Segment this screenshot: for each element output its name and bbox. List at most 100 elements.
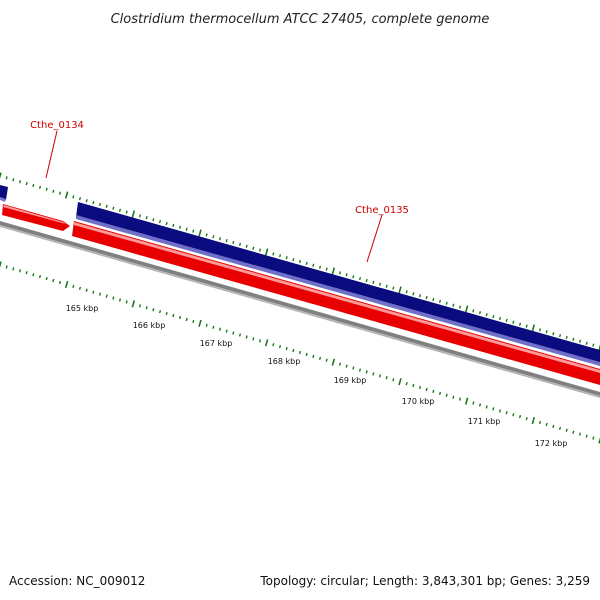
- inner-ring-minor-tick: [245, 335, 248, 339]
- outer-ring-minor-tick: [72, 195, 75, 199]
- inner-tick-ring: [0, 261, 600, 444]
- outer-ring-minor-tick: [98, 202, 102, 207]
- outer-ring-minor-tick: [472, 309, 475, 313]
- genome-stats-text: Topology: circular; Length: 3,843,301 bp…: [260, 574, 590, 588]
- reverse-gene-arrow-main[interactable]: [72, 221, 600, 385]
- ruler-label-170: 170 kbp: [402, 397, 435, 406]
- outer-ring-minor-tick: [558, 333, 562, 338]
- inner-ring-major-tick: [131, 300, 136, 308]
- inner-ring-minor-tick: [498, 409, 502, 413]
- inner-ring-major-tick: [598, 437, 600, 444]
- inner-ring-minor-tick: [405, 381, 408, 386]
- inner-ring-minor-tick: [512, 413, 515, 417]
- outer-ring-minor-tick: [38, 185, 42, 190]
- outer-ring-minor-tick: [145, 216, 148, 220]
- outer-ring-minor-tick: [18, 180, 22, 184]
- outer-ring-minor-tick: [205, 233, 208, 237]
- outer-ring-minor-tick: [92, 200, 95, 205]
- inner-ring-minor-tick: [25, 271, 28, 275]
- outer-ring-minor-tick: [325, 267, 328, 271]
- outer-ring-minor-tick: [412, 292, 415, 296]
- forward-gene-highlight-main: [76, 215, 600, 366]
- outer-ring-minor-tick: [218, 237, 222, 241]
- outer-ring-minor-tick: [5, 176, 8, 180]
- inner-ring-minor-tick: [392, 378, 395, 382]
- inner-ring-minor-tick: [172, 313, 175, 318]
- inner-ring-major-tick: [464, 397, 469, 405]
- inner-ring-minor-tick: [372, 372, 375, 376]
- inner-ring-minor-tick: [558, 426, 562, 430]
- inner-ring-minor-tick: [518, 415, 522, 419]
- inner-ring-minor-tick: [45, 276, 48, 281]
- inner-ring-minor-tick: [578, 432, 582, 436]
- outer-ring-minor-tick: [138, 214, 142, 218]
- outer-ring-major-tick: [464, 305, 469, 313]
- outer-ring-minor-tick: [438, 299, 442, 304]
- inner-ring-minor-tick: [432, 389, 435, 394]
- outer-ring-minor-tick: [165, 221, 168, 226]
- inner-ring-minor-tick: [165, 311, 168, 316]
- outer-ring-minor-tick: [105, 204, 108, 209]
- leader-line-cthe-0134: [45, 130, 58, 179]
- inner-ring-minor-tick: [565, 428, 568, 432]
- inner-ring-minor-tick: [412, 383, 415, 388]
- outer-ring-minor-tick: [32, 183, 35, 188]
- outer-ring-minor-tick: [418, 294, 422, 298]
- inner-ring-minor-tick: [38, 275, 42, 279]
- outer-ring-minor-tick: [58, 191, 62, 195]
- inner-ring-minor-tick: [285, 346, 288, 351]
- inner-ring-minor-tick: [152, 308, 155, 312]
- outer-ring-minor-tick: [492, 314, 495, 319]
- inner-ring-minor-tick: [592, 436, 595, 440]
- gene-label-cthe-0135[interactable]: Cthe_0135: [355, 205, 409, 216]
- outer-ring-minor-tick: [525, 324, 528, 328]
- gene-label-cthe-0134[interactable]: Cthe_0134: [30, 120, 84, 131]
- inner-ring-minor-tick: [118, 298, 122, 302]
- inner-ring-minor-tick: [72, 284, 75, 289]
- inner-ring-major-tick: [331, 358, 336, 366]
- inner-ring-minor-tick: [252, 337, 255, 341]
- inner-ring-major-tick: [264, 339, 269, 347]
- forward-gene-highlight-left: [0, 197, 6, 202]
- outer-ring-minor-tick: [478, 311, 482, 315]
- outer-ring-minor-tick: [585, 341, 588, 345]
- inner-ring-minor-tick: [18, 269, 22, 273]
- forward-gene-arrow-left[interactable]: [0, 185, 8, 200]
- inner-ring-minor-tick: [225, 329, 228, 333]
- inner-ring-minor-tick: [318, 356, 322, 360]
- outer-ring-minor-tick: [498, 316, 502, 321]
- outer-ring-minor-tick: [365, 278, 368, 283]
- inner-ring-minor-tick: [212, 325, 215, 329]
- inner-ring-minor-tick: [552, 424, 555, 429]
- inner-ring-minor-tick: [445, 393, 448, 397]
- genome-backbone-shade: [0, 225, 600, 398]
- inner-ring-minor-tick: [585, 434, 588, 438]
- inner-ring-minor-tick: [85, 288, 88, 292]
- outer-ring-minor-tick: [258, 248, 262, 252]
- inner-ring-minor-tick: [438, 391, 442, 395]
- inner-ring-minor-tick: [52, 278, 55, 283]
- outer-ring-minor-tick: [345, 273, 348, 277]
- outer-ring-minor-tick: [352, 275, 355, 279]
- outer-ring-minor-tick: [545, 330, 548, 334]
- outer-ring-minor-tick: [278, 254, 282, 258]
- outer-tick-ring: [0, 172, 600, 351]
- outer-ring-minor-tick: [232, 240, 235, 245]
- outer-ring-minor-tick: [52, 189, 55, 193]
- outer-ring-minor-tick: [578, 339, 582, 343]
- outer-ring-minor-tick: [25, 181, 28, 186]
- inner-ring-minor-tick: [365, 370, 368, 374]
- ruler-label-167: 167 kbp: [200, 339, 233, 348]
- outer-ring-major-tick: [0, 172, 2, 179]
- outer-ring-minor-tick: [12, 178, 15, 182]
- outer-ring-major-tick: [131, 210, 136, 218]
- inner-ring-minor-tick: [218, 327, 222, 331]
- inner-ring-minor-tick: [338, 362, 342, 366]
- inner-ring-minor-tick: [485, 405, 488, 409]
- inner-ring-minor-tick: [272, 343, 275, 347]
- outer-ring-minor-tick: [158, 219, 162, 224]
- ruler-label-166: 166 kbp: [133, 321, 166, 330]
- outer-ring-minor-tick: [305, 261, 308, 266]
- inner-ring-minor-tick: [58, 280, 62, 285]
- forward-gene-arrow-main[interactable]: [76, 202, 600, 364]
